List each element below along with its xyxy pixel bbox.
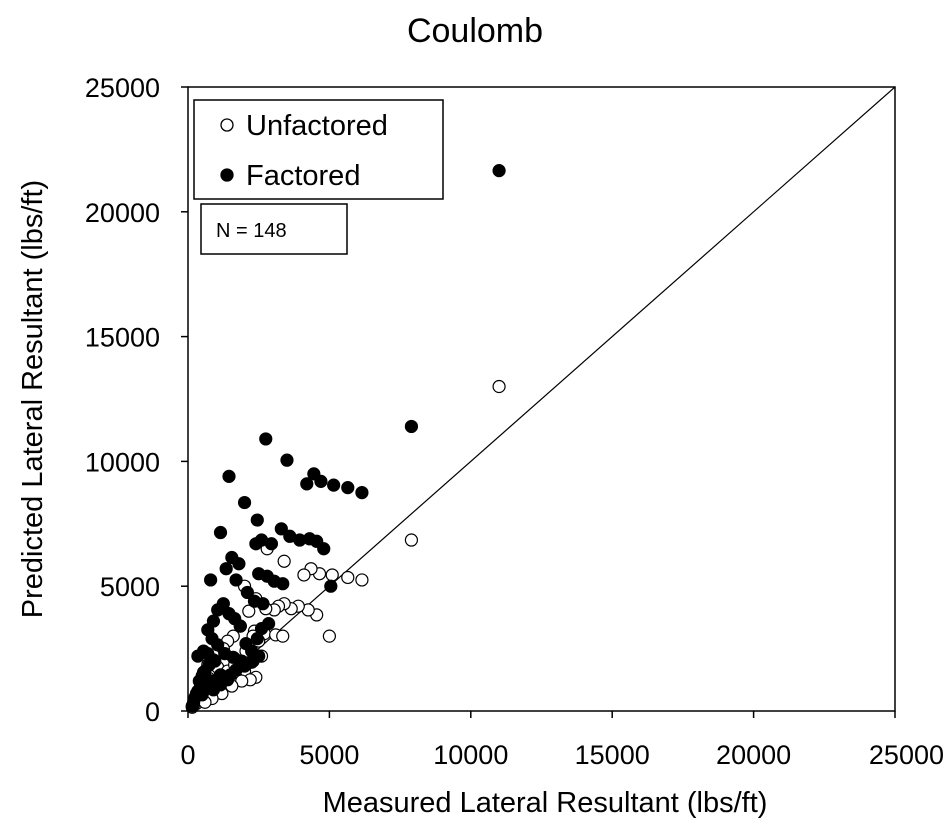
data-point-factored bbox=[250, 632, 264, 646]
data-point-factored bbox=[252, 567, 266, 581]
annotation-box bbox=[200, 203, 348, 255]
x-axis-label: Measured Lateral Resultant (lbs/ft) bbox=[323, 787, 768, 819]
data-point-factored bbox=[245, 655, 259, 669]
data-point-factored bbox=[249, 537, 263, 551]
data-point-factored bbox=[211, 638, 225, 652]
y-tick-label: 25000 bbox=[85, 73, 160, 103]
data-point-unfactored bbox=[341, 570, 355, 585]
data-point-factored bbox=[280, 453, 294, 467]
data-point-factored bbox=[239, 637, 253, 651]
data-point-factored bbox=[213, 525, 228, 540]
y-axis-label: Predicted Lateral Resultant (lbs/ft) bbox=[17, 180, 49, 618]
x-tick-label: 10000 bbox=[433, 740, 508, 770]
data-points bbox=[185, 164, 506, 714]
y-tick-label: 10000 bbox=[85, 447, 160, 477]
x-tick-label: 5000 bbox=[299, 740, 359, 770]
annotation-text: N = 148 bbox=[216, 220, 287, 242]
data-point-unfactored bbox=[322, 629, 336, 643]
annotation: N = 148 bbox=[200, 203, 348, 255]
data-point-unfactored bbox=[325, 568, 339, 582]
y-tick-label: 0 bbox=[145, 697, 160, 727]
legend-label-factored: Factored bbox=[246, 160, 360, 192]
data-point-factored bbox=[492, 164, 506, 178]
data-point-factored bbox=[300, 477, 314, 491]
x-tick-label: 25000 bbox=[869, 740, 944, 770]
data-point-unfactored bbox=[276, 629, 290, 643]
y-tick-label: 20000 bbox=[85, 198, 160, 228]
data-point-factored bbox=[229, 573, 243, 587]
plot-area bbox=[187, 86, 896, 712]
x-tick-label: 15000 bbox=[575, 740, 650, 770]
legend: Unfactored Factored bbox=[193, 99, 444, 200]
data-point-factored bbox=[219, 562, 233, 576]
data-point-unfactored bbox=[297, 568, 311, 582]
data-point-factored bbox=[404, 419, 419, 434]
data-point-factored bbox=[225, 550, 239, 565]
data-point-unfactored bbox=[242, 604, 256, 618]
data-point-unfactored bbox=[355, 573, 369, 587]
data-point-factored bbox=[256, 597, 270, 611]
plot-border bbox=[187, 86, 896, 712]
legend-marker-unfactored bbox=[220, 118, 234, 132]
data-point-factored bbox=[307, 467, 321, 481]
y-tick-label: 15000 bbox=[85, 323, 160, 353]
data-point-factored bbox=[222, 469, 236, 483]
data-point-factored bbox=[250, 513, 264, 527]
data-point-factored bbox=[264, 537, 279, 551]
data-point-unfactored bbox=[492, 379, 506, 394]
y-axis: 0 5000 10000 15000 20000 25000 bbox=[85, 73, 188, 727]
data-point-factored bbox=[211, 603, 225, 617]
x-axis: 0 5000 10000 15000 20000 25000 bbox=[180, 711, 944, 770]
data-point-factored bbox=[341, 481, 355, 495]
y-tick-label: 5000 bbox=[100, 572, 160, 602]
data-point-factored bbox=[324, 579, 338, 593]
data-point-factored bbox=[317, 542, 331, 556]
data-point-unfactored bbox=[277, 554, 291, 568]
data-point-factored bbox=[327, 478, 341, 492]
data-point-factored bbox=[259, 432, 273, 446]
data-point-factored bbox=[191, 649, 205, 663]
data-point-factored bbox=[204, 573, 218, 587]
data-point-factored bbox=[237, 495, 252, 510]
data-point-factored bbox=[274, 522, 288, 536]
legend-label-unfactored: Unfactored bbox=[246, 110, 388, 142]
data-point-unfactored bbox=[404, 533, 419, 547]
x-tick-label: 20000 bbox=[716, 740, 791, 770]
x-tick-label: 0 bbox=[180, 740, 195, 770]
data-point-factored bbox=[213, 678, 228, 692]
data-point-factored bbox=[240, 585, 254, 600]
data-point-factored bbox=[355, 486, 369, 500]
legend-marker-factored bbox=[220, 168, 234, 182]
data-point-factored bbox=[185, 699, 199, 713]
chart-title: Coulomb bbox=[407, 12, 543, 50]
legend-box bbox=[193, 99, 444, 200]
